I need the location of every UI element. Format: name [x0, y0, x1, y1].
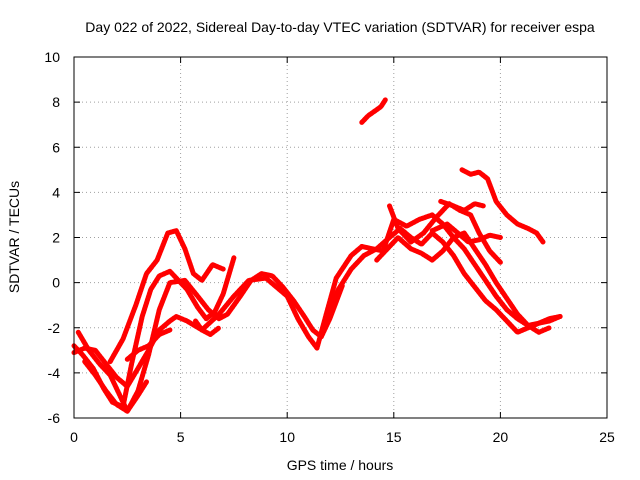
plot-frame [73, 56, 608, 419]
y-tick-label: 6 [52, 139, 60, 155]
x-tick-label: 10 [279, 429, 295, 445]
series-track-6 [124, 327, 173, 362]
data-series [71, 97, 563, 414]
y-tick-label: 2 [52, 230, 60, 246]
x-tick-label: 0 [70, 429, 78, 445]
series-track-13 [429, 221, 503, 245]
x-tick-label: 25 [599, 429, 615, 445]
series-track-8 [323, 226, 563, 335]
series-track-3 [75, 271, 346, 414]
y-tick-label: 4 [52, 184, 60, 200]
series-track-15 [359, 97, 388, 125]
y-axis-label: SDTVAR / TECUs [6, 181, 22, 293]
x-axis-ticks: 0 5 10 15 20 25 [70, 57, 615, 445]
y-tick-label: -4 [48, 365, 61, 381]
x-axis-label: GPS time / hours [287, 457, 394, 473]
series-track-4 [82, 359, 149, 414]
series-track-1 [71, 244, 365, 389]
series-track-5 [107, 228, 226, 365]
series-track-14 [459, 167, 546, 245]
y-tick-label: -2 [48, 320, 61, 336]
series-track-12 [438, 198, 486, 213]
y-tick-label: 0 [52, 275, 60, 291]
x-tick-label: 15 [386, 429, 402, 445]
y-axis-ticks: -6 -4 -2 0 2 4 6 8 10 [44, 49, 607, 426]
chart-title: Day 022 of 2022, Sidereal Day-to-day VTE… [85, 19, 595, 35]
y-tick-label: -6 [48, 410, 61, 426]
y-tick-label: 8 [52, 94, 60, 110]
series-track-10 [374, 230, 552, 335]
grid-lines [74, 57, 607, 418]
x-tick-label: 20 [493, 429, 509, 445]
x-tick-label: 5 [177, 429, 185, 445]
series-track-7 [193, 318, 222, 337]
y-tick-label: 10 [44, 49, 60, 65]
